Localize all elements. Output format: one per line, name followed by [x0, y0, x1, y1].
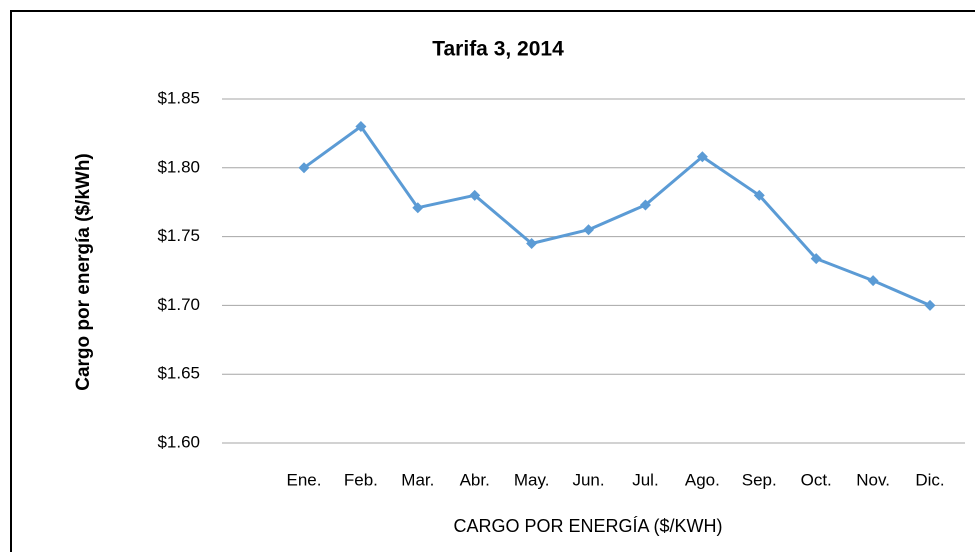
marker: [867, 275, 879, 287]
x-tick-label: Mar.: [401, 470, 434, 489]
x-tick-label: Oct.: [801, 470, 832, 489]
x-axis-label: CARGO POR ENERGÍA ($/KWH): [453, 516, 722, 536]
x-tick-label: May.: [514, 470, 550, 489]
marker: [298, 162, 310, 174]
x-tick-label: Sep.: [742, 470, 777, 489]
line: [303, 125, 931, 307]
x-tick-label: Feb.: [344, 470, 378, 489]
y-tick-label: $1.75: [157, 226, 200, 245]
marker: [639, 199, 651, 211]
marker: [753, 189, 765, 201]
x-tick-label: Jul.: [632, 470, 658, 489]
marker: [924, 299, 936, 311]
marker: [810, 253, 822, 265]
y-axis-label: Cargo por energía ($/kWh): [73, 153, 94, 391]
marker: [412, 202, 424, 214]
marker: [526, 237, 538, 249]
x-tick-label: Ago.: [685, 470, 720, 489]
y-tick-label: $1.65: [157, 364, 200, 383]
y-tick-label: $1.80: [157, 157, 200, 176]
marker: [469, 189, 481, 201]
x-tick-label: Dic.: [915, 470, 944, 489]
marker: [696, 151, 708, 163]
y-tick-label: $1.70: [157, 295, 200, 314]
marker: [583, 224, 595, 236]
chart-title: Tarifa 3, 2014: [432, 38, 564, 61]
marker: [355, 121, 367, 133]
x-tick-label: Ene.: [287, 470, 322, 489]
x-tick-label: Nov.: [856, 470, 890, 489]
chart-border: [10, 10, 975, 552]
y-tick-label: $1.60: [157, 432, 200, 451]
y-tick-label: $1.85: [157, 88, 200, 107]
x-tick-label: Jun.: [572, 470, 604, 489]
x-tick-label: Abr.: [460, 470, 490, 489]
